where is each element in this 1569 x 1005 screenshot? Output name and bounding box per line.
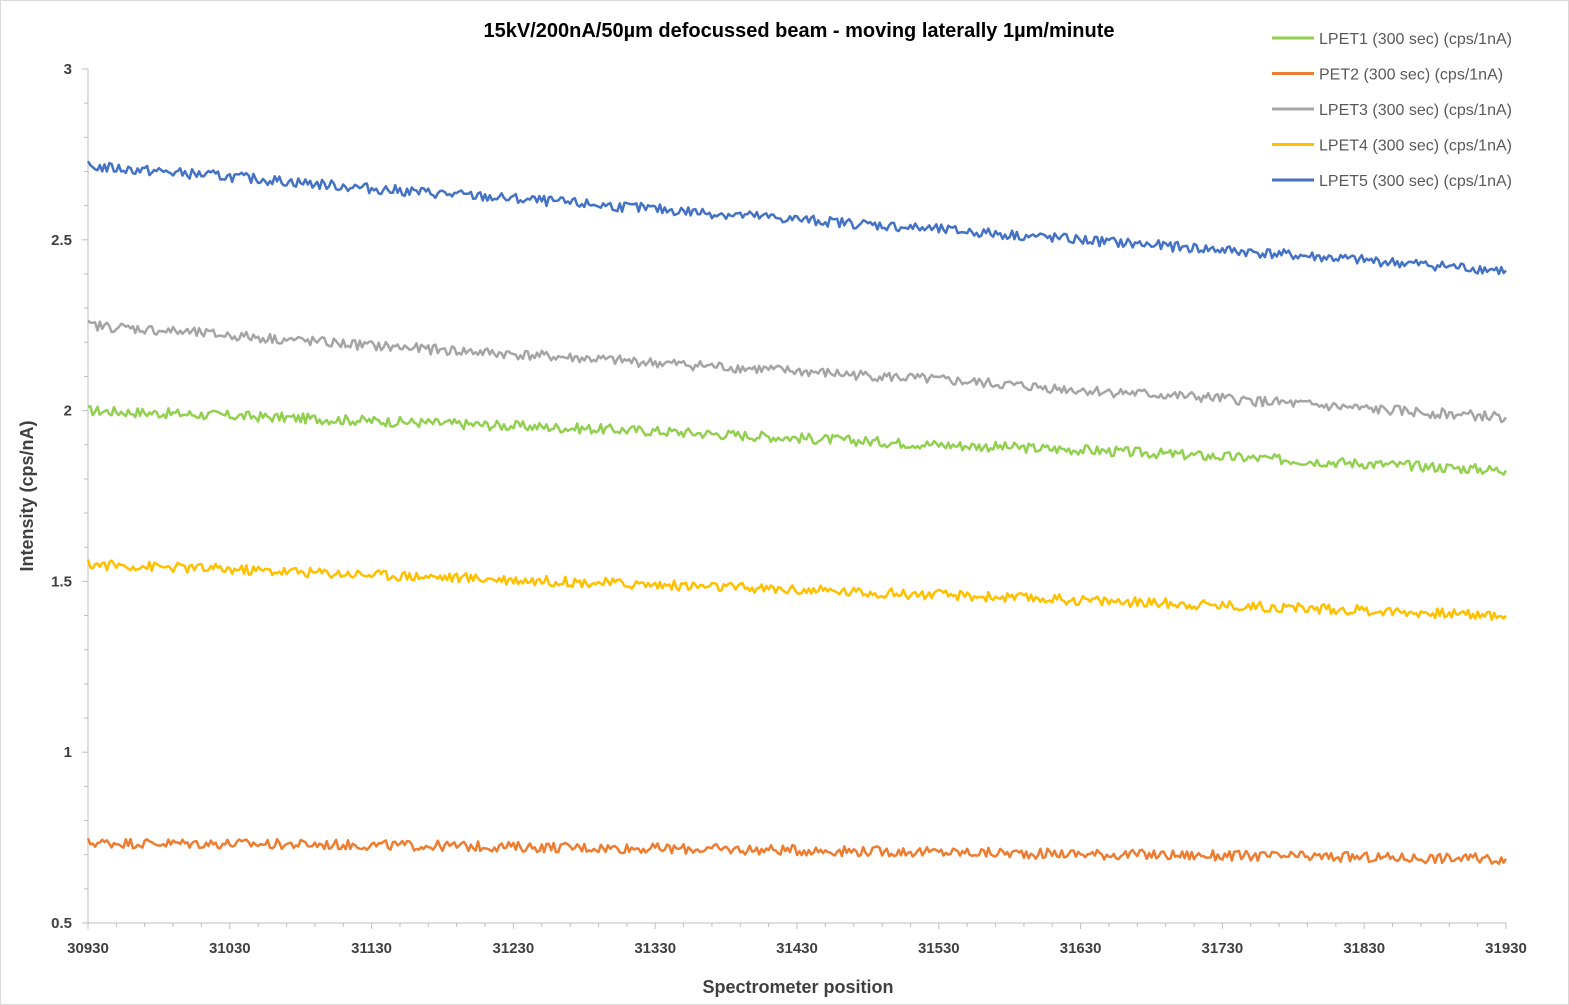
legend-entry: LPET5 (300 sec) (cps/1nA) <box>1319 173 1512 190</box>
x-tick-label: 31130 <box>351 940 392 957</box>
series-line <box>86 160 1507 276</box>
y-tick-label: 2 <box>64 403 72 420</box>
x-tick-label: 31530 <box>918 940 960 957</box>
y-tick-label: 1 <box>64 744 72 761</box>
x-tick-label: 30930 <box>67 940 109 957</box>
x-tick-label: 31430 <box>776 940 818 957</box>
x-tick-label: 31630 <box>1060 940 1102 957</box>
legend: LPET1 (300 sec) (cps/1nA) PET2 (300 sec) … <box>1272 31 1512 190</box>
legend-entry: LPET4 (300 sec) (cps/1nA) <box>1319 138 1512 155</box>
x-tick-label: 31830 <box>1343 940 1385 957</box>
series-group <box>86 160 1508 866</box>
x-tick-label: 31330 <box>634 940 676 957</box>
y-tick-label: 2.5 <box>51 232 72 249</box>
y-axis-title: Intensity (cps/nA) <box>17 420 37 571</box>
x-tick-label: 31030 <box>209 940 251 957</box>
x-tick-label: 31730 <box>1202 940 1244 957</box>
chart-title: 15kV/200nA/50µm defocussed beam - moving… <box>483 20 1114 42</box>
y-tick-label: 3 <box>64 61 72 78</box>
series-line <box>86 559 1507 621</box>
y-tick-label: 1.5 <box>51 573 72 590</box>
x-tick-label: 31930 <box>1485 940 1527 957</box>
series-line <box>87 319 1508 424</box>
x-axis-title: Spectrometer position <box>702 977 893 997</box>
axes: 0.5 1 1.5 2 2.5 3 30930 31030 31130 31230 31330 314… <box>51 61 1527 957</box>
legend-entry: LPET1 (300 sec) (cps/1nA) <box>1319 31 1512 48</box>
legend-entry: LPET3 (300 sec) (cps/1nA) <box>1319 102 1512 119</box>
series-line <box>87 405 1508 476</box>
series-line <box>86 837 1508 866</box>
x-tick-label: 31230 <box>493 940 535 957</box>
legend-entry: PET2 (300 sec) (cps/1nA) <box>1319 67 1503 84</box>
y-tick-label: 0.5 <box>51 915 72 932</box>
